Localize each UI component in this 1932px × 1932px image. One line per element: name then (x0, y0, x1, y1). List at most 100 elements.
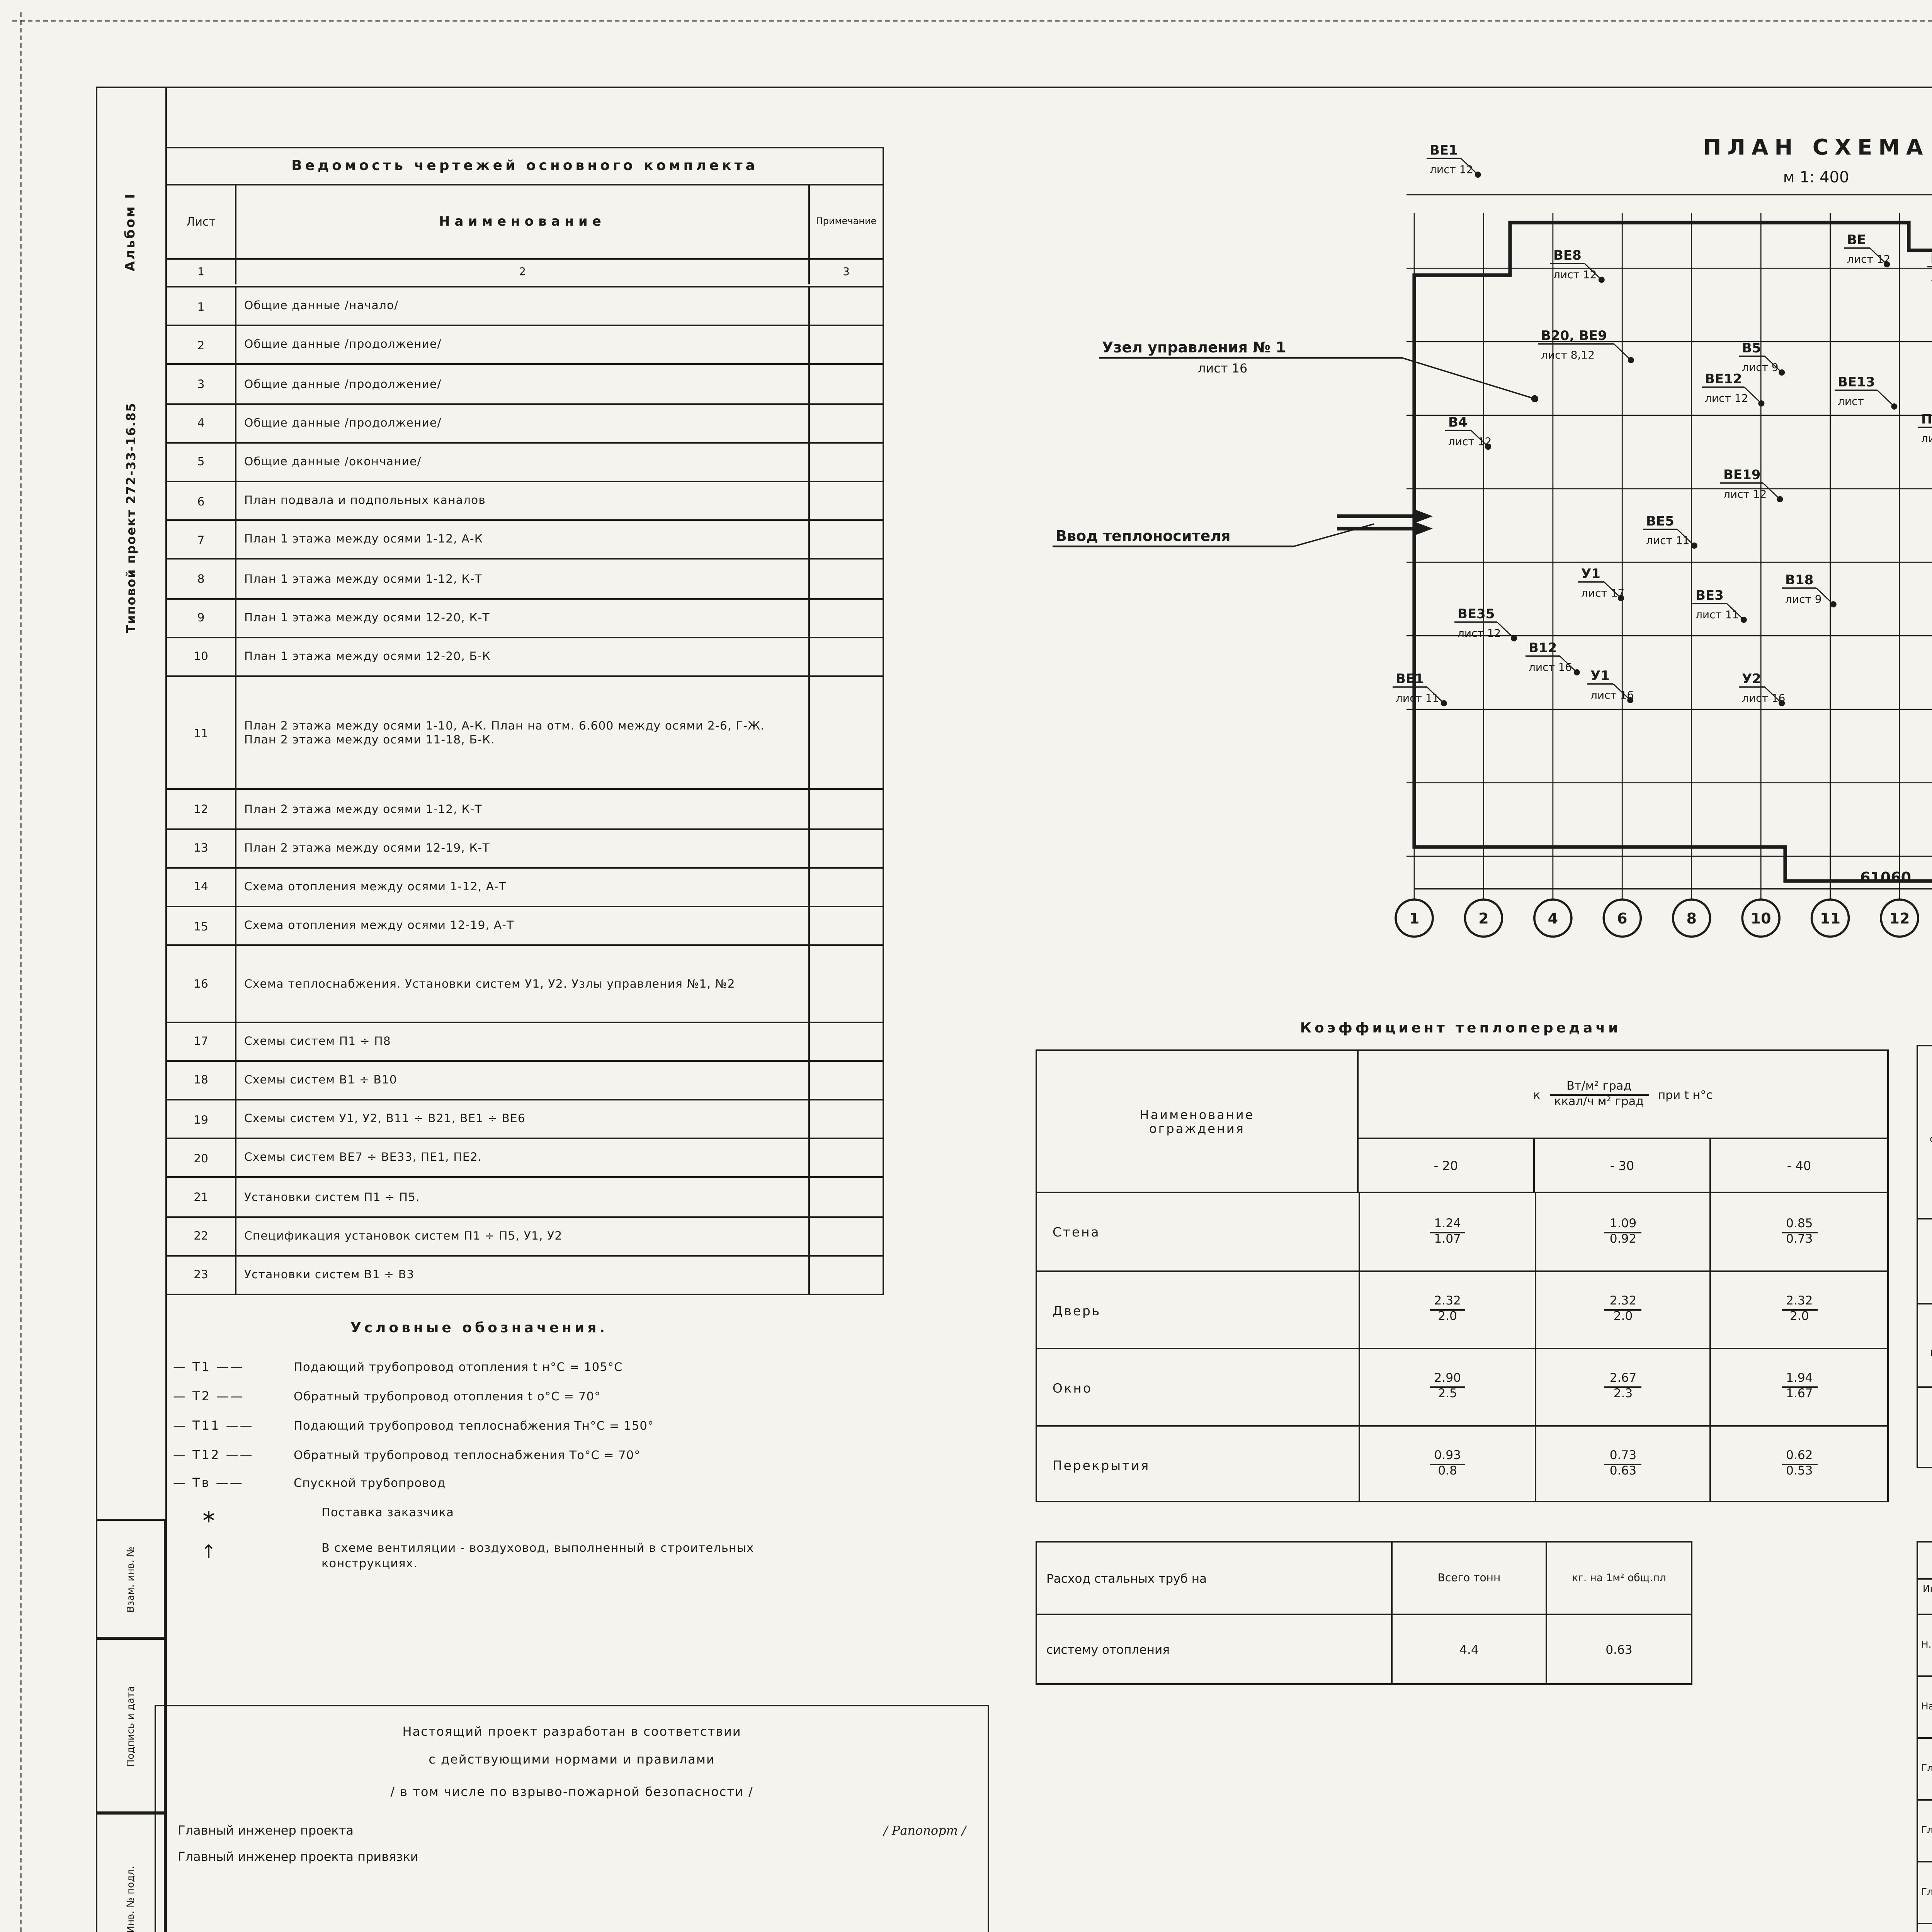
note-line-3: / в том числе по взрыво-пожарной безопас… (390, 1785, 753, 1799)
plan-callout-dot (1475, 172, 1481, 178)
heat-table: Наименование ограждения к Вт/м² град ккал/ч … (1036, 1049, 1889, 1502)
axis-number-circle (1464, 898, 1503, 938)
legend-item: ↑ В схеме вентиляции - воздуховод, выполн… (173, 1541, 838, 1572)
ind-building-value: Здание культурно- бытового назначения (1921, 1226, 1932, 1464)
album-label-wrap: Альбом I (96, 139, 165, 325)
axis-number: 12 (1889, 910, 1910, 927)
legend-item: — Т2 —— Обратный трубопровод отопления t … (173, 1389, 838, 1404)
heat-value-fraction: 2.32 2.0 (1781, 1294, 1818, 1325)
tb-sig-role: Н.контр. (1918, 1615, 1932, 1677)
plan-callout-system: ВЕ13 (1838, 374, 1875, 390)
indicators-table: Наименование здания сооружения помещения… (1917, 1045, 1932, 1468)
plan-callout-sheet: лист 2,3 (1930, 271, 1932, 284)
heat-value: 2.90 2.5 (1361, 1349, 1536, 1425)
heat-col-name-header: Наименование ограждения (1037, 1051, 1359, 1192)
legend-symbol: ↑ (201, 1541, 218, 1563)
plan-callout-system: ВЕ35 (1458, 606, 1495, 622)
plan-callout-dot (1884, 261, 1890, 267)
plan-callout-leader (1613, 683, 1631, 701)
margin-box-inv: Инв. № подл. (96, 1813, 165, 1932)
dl-col-note: Примечание (816, 216, 877, 227)
plan-callout-sheet: лист 11 (1646, 534, 1689, 547)
drawing-list-row: 6 План подвала и подпольных каналов (167, 480, 883, 520)
note-line-2: с действующими нормами и правилами (429, 1753, 715, 1767)
legend-text: Подающий трубопровод отопления t н°С = 1… (294, 1360, 623, 1374)
dl-row-note (810, 599, 883, 636)
heat-row-name: Перекрытия (1037, 1427, 1361, 1502)
ind-col-building: Наименование здания сооружения помещения (1918, 1046, 1932, 1218)
plan-callout-dot (1779, 369, 1785, 376)
dl-row-note (810, 404, 883, 442)
heat-header: Наименование ограждения к Вт/м² град ккал/ч … (1037, 1051, 1887, 1193)
heat-temp-header: - 40 (1787, 1158, 1811, 1172)
dl-row-number: 3 (167, 365, 236, 403)
dl-row-name: Общие данные /окончание/ (236, 443, 810, 481)
plan-callout-dot (1440, 700, 1447, 706)
heat-value: 0.62 0.53 (1712, 1427, 1887, 1502)
dl-row-number: 17 (167, 1022, 236, 1060)
plan-callout-system: У1 (1590, 668, 1610, 684)
heat-value: 2.67 2.3 (1536, 1349, 1712, 1425)
plan-callout-sheet: лист 17 (1581, 587, 1624, 599)
drawing-list-row: 13 План 2 этажа между осями 12-19, К-Т (167, 828, 883, 867)
dl-row-number: 23 (167, 1256, 236, 1294)
heat-value: 2.32 2.0 (1712, 1272, 1887, 1348)
drawing-list-row: 11 План 2 этажа между осями 1-10, А-К. Пл… (167, 675, 883, 789)
dl-row-name: План 1 этажа между осями 12-20, К-Т (236, 599, 810, 636)
heat-value: 1.24 1.07 (1361, 1193, 1536, 1270)
axis-number: 1 (1409, 910, 1419, 927)
dl-row-number: 6 (167, 482, 236, 520)
drawing-list-row: 14 Схема отопления между осями 1-12, А-Т (167, 867, 883, 906)
dl-row-name: Схемы систем ВЕ7 ÷ ВЕ33, ПЕ1, ПЕ2. (236, 1139, 810, 1177)
tb-grid-cell (1918, 1543, 1932, 1579)
dl-row-number: 21 (167, 1178, 236, 1216)
legend-symbol: — Т2 —— (173, 1389, 245, 1403)
plan-callout-system: ВЕ3 (1696, 588, 1724, 603)
plan-callout-leader (1764, 355, 1782, 373)
heat-value-fraction: 0.62 0.53 (1781, 1448, 1818, 1479)
plan-callout-dot (1628, 357, 1634, 363)
axis-number-circle (1672, 898, 1711, 938)
heat-row: Дверь 2.32 2.0 2.32 2.0 2.32 2.0 (1037, 1270, 1887, 1348)
plan-callout-dot (1740, 617, 1747, 623)
drawing-list-row: 3 Общие данные /продолжение/ (167, 364, 883, 403)
drawing-list-row: 22 Спецификация установок систем П1 ÷ П5,… (167, 1216, 883, 1255)
pipes-v2: 4.4 (1393, 1615, 1547, 1683)
plan-callout-leader (1816, 587, 1834, 605)
legend-symbol: — Т11 —— (173, 1418, 254, 1432)
dl-row-number: 20 (167, 1139, 236, 1177)
plan-callout-leader (1762, 482, 1781, 500)
ind-row: - 40426370367560831300716650609 000525 0… (1918, 1386, 1932, 1469)
pipes-h1b: систему отопления (1037, 1615, 1393, 1683)
dl-colnum-3: 3 (843, 266, 850, 278)
plan-callout-sheet: лист 8,12 (1541, 349, 1595, 361)
dl-colnum-2: 2 (236, 260, 810, 284)
dl-row-name: Установки систем В1 ÷ В3 (236, 1256, 810, 1294)
heat-temp-header: - 30 (1535, 1139, 1711, 1192)
plan-callout-leader (1744, 386, 1762, 404)
project-edge-label: Типовой проект 272-33-16.85 (124, 402, 138, 633)
dl-row-note (810, 482, 883, 520)
legend-item: — Т1 —— Подающий трубопровод отопления t … (173, 1360, 838, 1375)
heat-k-units: Вт/м² град ккал/ч м² град (1549, 1079, 1649, 1109)
dl-row-name: Схемы систем У1, У2, В11 ÷ В21, ВЕ1 ÷ ВЕ… (236, 1100, 810, 1138)
legend-items: — Т1 —— Подающий трубопровод отопления t … (173, 1360, 838, 1586)
dl-row-name: План 1 этажа между осями 12-20, Б-К (236, 638, 810, 675)
legend-item: — Т12 —— Обратный трубопровод теплоснабже… (173, 1447, 838, 1463)
dl-row-name: Схема теплоснабжения. Установки систем У… (236, 946, 810, 1021)
plan-callout-dot (1830, 601, 1837, 607)
ind-row: - 30409720353210611060578500609000525 00… (1918, 1303, 1932, 1386)
drawing-list-header: Лист Наименование Примечание 1 2 3 (165, 185, 884, 287)
heat-k-group: к Вт/м² град ккал/ч м² град при t н°с - 20- … (1359, 1051, 1887, 1192)
drawing-list-row: 4 Общие данные /продолжение/ (167, 403, 883, 442)
plan-callout-system: ПЕ 2 (1921, 412, 1932, 427)
axis-number: 2 (1478, 910, 1488, 927)
heat-value-fraction: 1.24 1.07 (1429, 1216, 1466, 1247)
plan-callout-system: У2 (1742, 671, 1761, 687)
legend-text: Поставка заказчика (321, 1506, 454, 1520)
plan-callout-dot (1627, 697, 1634, 703)
plan-callout-system: ВЕ5 (1646, 514, 1674, 529)
drawing-list-row: 17 Схемы систем П1 ÷ П8 (167, 1021, 883, 1060)
drawing-list-row: 8 План 1 этажа между осями 1-12, К-Т (167, 558, 883, 597)
